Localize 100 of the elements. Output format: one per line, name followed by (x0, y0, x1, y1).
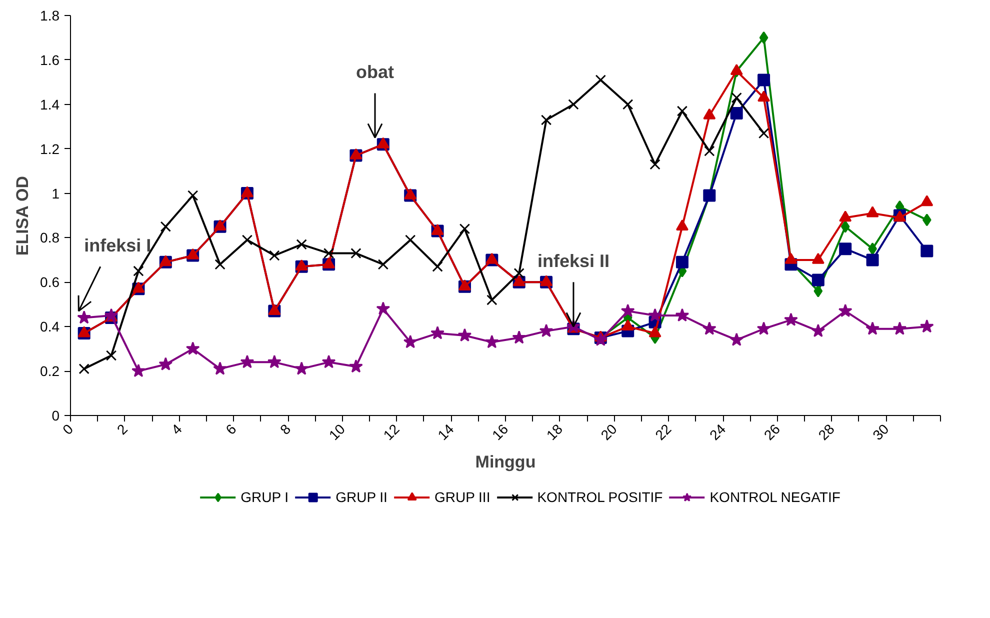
point (866, 322, 880, 335)
y-tick-label: 0 (52, 408, 60, 424)
point (213, 362, 227, 375)
point (350, 248, 362, 259)
point (892, 322, 907, 335)
point (459, 223, 470, 234)
point (378, 259, 388, 270)
point (349, 359, 363, 373)
point (323, 248, 334, 259)
x-tick-label: 20 (598, 420, 620, 444)
point (376, 302, 390, 315)
point (405, 234, 416, 246)
point (78, 363, 90, 374)
point (322, 354, 336, 368)
point (730, 107, 743, 120)
point (486, 294, 498, 306)
y-tick-label: 1.2 (40, 140, 60, 157)
point (758, 90, 770, 102)
point (758, 128, 770, 139)
point (730, 332, 744, 346)
point (160, 221, 171, 232)
y-tick-label: 0.8 (40, 230, 60, 246)
point (920, 319, 934, 333)
point (514, 268, 524, 279)
point (296, 239, 307, 250)
point (486, 252, 498, 264)
y-tick-label: 1.6 (40, 52, 60, 68)
point (758, 74, 770, 86)
y-tick-label: 1 (52, 185, 60, 202)
point (512, 330, 526, 344)
point (214, 259, 226, 270)
point (240, 354, 254, 368)
point (77, 310, 92, 324)
point (702, 322, 716, 335)
point (322, 257, 336, 268)
point (622, 99, 634, 110)
point (840, 220, 850, 233)
legend-label: GRUP II (336, 488, 388, 504)
point (838, 304, 852, 318)
point (922, 214, 932, 226)
point (731, 92, 742, 104)
x-tick-label: 28 (815, 420, 838, 444)
point (812, 274, 824, 286)
point (269, 250, 280, 261)
point (704, 146, 715, 156)
point (458, 328, 472, 342)
point (133, 266, 144, 276)
x-tick-label: 12 (380, 420, 403, 444)
point (376, 137, 390, 148)
point (756, 322, 771, 335)
annotation: obat (356, 62, 394, 82)
point (132, 282, 145, 293)
point (866, 254, 879, 266)
x-tick-label: 18 (543, 420, 566, 444)
point (431, 224, 444, 235)
point (186, 342, 200, 355)
point (676, 220, 688, 231)
point (268, 304, 281, 315)
point (539, 324, 554, 338)
point (648, 326, 662, 338)
point (350, 148, 362, 160)
point (267, 354, 282, 368)
y-tick-label: 1.4 (40, 96, 60, 112)
point (622, 320, 634, 331)
x-tick-label: 26 (760, 420, 784, 444)
x-tick-label: 10 (326, 420, 348, 444)
point (242, 234, 253, 246)
point (730, 64, 743, 75)
legend-label: GRUP III (434, 488, 490, 504)
point (78, 326, 90, 338)
legend-label: GRUP I (240, 488, 289, 504)
point (158, 357, 173, 370)
x-tick-label: 4 (168, 420, 186, 438)
x-tick-label: 2 (114, 420, 131, 438)
x-tick-label: 16 (488, 420, 512, 444)
point (240, 186, 254, 198)
point (432, 261, 443, 272)
x-axis-title: Minggu (475, 452, 536, 472)
point (676, 256, 688, 268)
annotation: infeksi I (84, 236, 152, 256)
point (759, 31, 768, 44)
point (132, 364, 146, 378)
point (403, 334, 418, 348)
point (104, 308, 118, 322)
point (676, 106, 688, 116)
legend-label: KONTROL NEGATIF (710, 488, 840, 504)
point (404, 188, 417, 200)
point (814, 284, 823, 298)
point (920, 244, 934, 258)
y-tick-label: 0.6 (40, 274, 60, 290)
point (186, 248, 200, 260)
x-tick-label: 24 (706, 420, 729, 444)
x-tick-label: 6 (222, 420, 240, 438)
point (839, 242, 852, 256)
point (620, 304, 635, 318)
y-axis-title: ELISA OD (13, 176, 32, 256)
point (784, 312, 798, 326)
point (540, 114, 552, 126)
point (106, 350, 117, 361)
legend-label: KONTROL POSITIF (537, 488, 663, 504)
